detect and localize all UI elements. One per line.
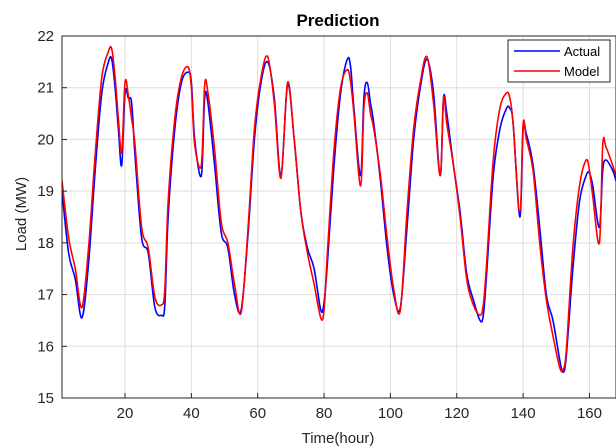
x-tick-label: 60 xyxy=(249,405,266,422)
series-line-model xyxy=(62,45,616,373)
y-tick-label: 20 xyxy=(37,131,54,148)
y-tick-label: 22 xyxy=(37,28,54,45)
legend-box xyxy=(507,39,611,83)
legend: Actual Model xyxy=(507,39,611,83)
x-axis-label: Time(hour) xyxy=(302,430,375,447)
x-tick-label: 160 xyxy=(577,405,602,422)
x-tick-label: 140 xyxy=(511,405,536,422)
y-axis-label: Load (MW) xyxy=(13,177,30,251)
x-tick-label: 100 xyxy=(378,405,403,422)
chart-title: Prediction xyxy=(296,11,379,30)
x-tick-label: 20 xyxy=(117,405,134,422)
x-tick-label: 40 xyxy=(183,405,200,422)
legend-label-actual: Actual xyxy=(564,44,600,59)
legend-label-model: Model xyxy=(564,64,600,79)
y-tick-label: 21 xyxy=(37,80,54,97)
plot-frame xyxy=(61,35,616,399)
tick-layer: 20 40 60 80 100 120 140 160 15 16 17 18 19 20 21 22 xyxy=(37,28,602,422)
x-tick-label: 120 xyxy=(444,405,469,422)
y-tick-label: 18 xyxy=(37,235,54,252)
y-tick-label: 19 xyxy=(37,183,54,200)
series-layer xyxy=(62,45,616,373)
y-tick-label: 17 xyxy=(37,287,54,304)
x-tick-label: 80 xyxy=(316,405,333,422)
y-tick-label: 15 xyxy=(37,390,54,407)
y-tick-label: 16 xyxy=(37,338,54,355)
